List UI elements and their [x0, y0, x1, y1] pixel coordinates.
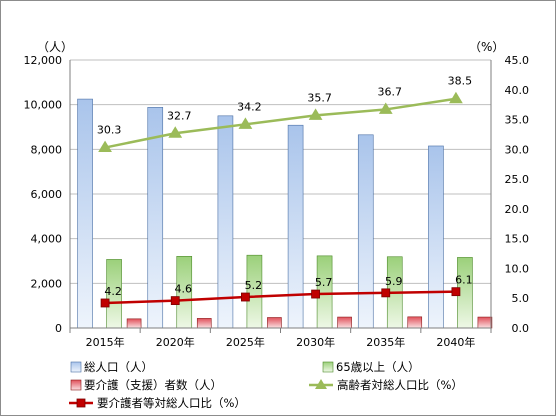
data-label: 30.3	[97, 124, 122, 137]
y-right-tick-label: 0.0	[512, 322, 530, 335]
y-left-tick-label: 12,000	[24, 54, 63, 67]
legend-label: 高齢者対総人口比（%）	[337, 378, 463, 392]
bar	[126, 318, 142, 329]
x-tick-label: 2025年	[226, 335, 265, 349]
bars	[77, 98, 493, 329]
legend: 総人口（人） 65歳以上（人） 要介護（支援）者数（人） 高齢者対総人口比（%） 要介護…	[69, 360, 463, 410]
x-tick-label: 2040年	[436, 335, 475, 349]
bar	[428, 145, 444, 329]
y-left-tick-label: 10,000	[24, 99, 63, 112]
y-left-ticks: 0 2,000 4,000 6,000 8,000 10,000 12,000	[24, 54, 63, 335]
y-right-ticks: 0.0 5.0 10.0 15.0 20.0 25.0 30.0 35.0 40.0 45.0	[505, 54, 530, 335]
y-right-tick-label: 15.0	[505, 233, 530, 246]
bar	[147, 107, 164, 329]
line-point	[449, 91, 463, 104]
y-right-tick-label: 10.0	[505, 262, 530, 275]
legend-marker	[315, 379, 327, 389]
y-left-tick-label: 0	[55, 322, 62, 335]
gridlines	[70, 59, 491, 284]
bar	[357, 134, 374, 329]
y-left-tick-label: 2,000	[31, 277, 63, 290]
data-label: 34.2	[237, 100, 262, 113]
line-point	[308, 108, 323, 120]
line-point	[170, 296, 180, 306]
bar	[196, 318, 212, 329]
y-right-tick-label: 45.0	[505, 54, 530, 67]
lines: 30.3 32.7 34.2 35.7 36.7 38.5 4.2 4.6 5.2 5.7 5.9 6…	[97, 75, 473, 308]
category-labels: 2015年 2020年 2025年 2030年 2035年 2040年	[86, 335, 476, 349]
data-label: 5.2	[245, 279, 263, 292]
y-left-tick-label: 6,000	[31, 188, 63, 201]
line-point	[311, 289, 320, 299]
y-right-unit: （%）	[469, 40, 504, 54]
legend-label: 総人口（人）	[84, 360, 153, 374]
line-point	[241, 292, 250, 302]
data-label: 36.7	[378, 85, 403, 98]
data-label: 38.5	[448, 75, 473, 88]
axes	[69, 60, 492, 333]
bar	[287, 124, 304, 329]
bar	[267, 317, 282, 329]
line-point	[98, 140, 112, 153]
legend-marker	[76, 398, 86, 408]
legend-label: 要介護（支援）者数（人）	[84, 378, 222, 392]
y-left-tick-label: 4,000	[31, 233, 63, 246]
legend-label: 要介護者等対総人口比（%）	[97, 396, 246, 410]
y-right-tick-label: 25.0	[505, 173, 530, 186]
y-right-tick-label: 5.0	[512, 292, 530, 305]
data-label: 6.1	[455, 274, 473, 287]
bar	[337, 316, 352, 329]
bar	[217, 115, 234, 329]
y-right-tick-label: 20.0	[505, 203, 530, 216]
line-point	[238, 117, 253, 129]
legend-swatch	[70, 361, 82, 373]
y-left-unit: （人）	[37, 40, 73, 54]
data-label: 32.7	[167, 109, 192, 122]
x-tick-label: 2030年	[296, 335, 335, 349]
data-label: 5.9	[385, 275, 403, 288]
data-label: 4.6	[175, 283, 193, 296]
y-right-tick-label: 35.0	[505, 114, 530, 127]
bar	[477, 316, 493, 329]
y-right-tick-label: 40.0	[505, 84, 530, 97]
legend-label: 65歳以上（人）	[336, 360, 420, 374]
legend-swatch	[322, 361, 334, 373]
y-left-tick-label: 8,000	[31, 143, 63, 156]
legend-swatch	[70, 379, 82, 391]
x-tick-label: 2020年	[156, 335, 195, 349]
line-point	[381, 288, 391, 298]
x-tick-label: 2035年	[366, 335, 405, 349]
x-tick-label: 2015年	[86, 335, 125, 349]
line-point	[100, 298, 110, 308]
series-line	[105, 290, 456, 305]
line-point	[378, 102, 393, 114]
bar	[407, 316, 423, 329]
data-label: 5.7	[315, 276, 333, 289]
data-label: 35.7	[307, 91, 332, 104]
line-point	[451, 287, 461, 297]
line-point	[168, 126, 183, 138]
data-label: 4.2	[104, 285, 122, 298]
y-right-tick-label: 30.0	[505, 143, 530, 156]
bar	[77, 98, 93, 329]
series-line	[104, 97, 457, 149]
